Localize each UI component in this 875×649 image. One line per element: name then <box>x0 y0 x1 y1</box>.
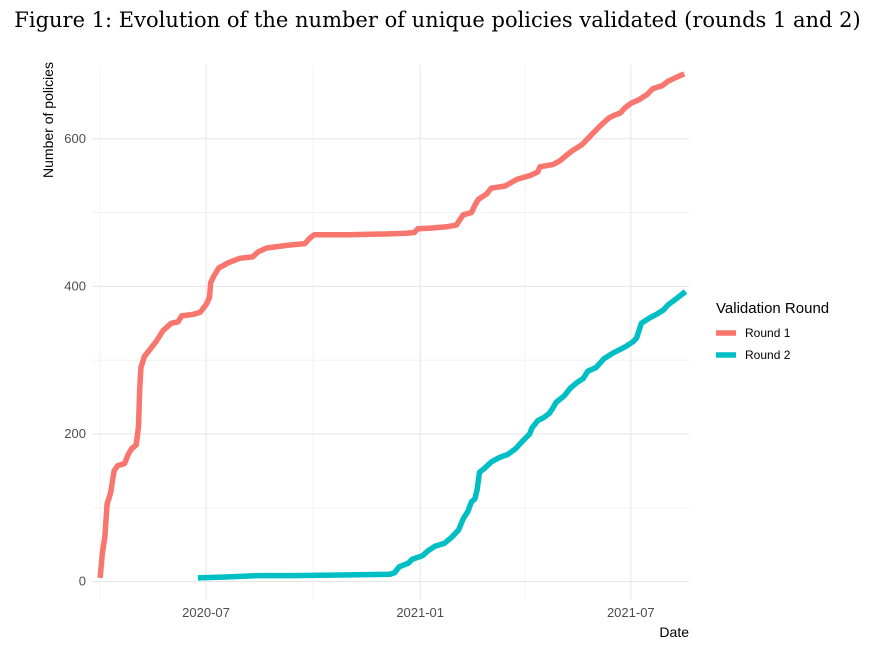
legend: Validation Round Round 1 Round 2 <box>716 300 829 362</box>
series-layer <box>97 71 688 581</box>
legend-label-round-2: Round 2 <box>745 348 791 362</box>
y-tick-label: 0 <box>79 574 86 589</box>
grid-minor <box>92 65 689 600</box>
legend-label-round-1: Round 1 <box>745 326 791 340</box>
y-tick-label: 400 <box>64 278 86 293</box>
x-axis-title: Date <box>659 624 689 640</box>
y-tick-labels: 0 200 400 600 <box>64 131 86 589</box>
y-axis-title: Number of policies <box>40 62 56 178</box>
series-line-round-2 <box>197 289 688 581</box>
x-tick-label: 2021-07 <box>607 605 655 620</box>
x-tick-label: 2021-01 <box>396 605 444 620</box>
figure-title: Figure 1: Evolution of the number of uni… <box>14 8 861 32</box>
x-tick-labels: 2020-07 2021-01 2021-07 <box>182 605 654 620</box>
series-line-round-1 <box>97 71 686 579</box>
y-tick-label: 600 <box>64 131 86 146</box>
x-tick-label: 2020-07 <box>182 605 230 620</box>
y-tick-label: 200 <box>64 426 86 441</box>
legend-title: Validation Round <box>716 300 829 317</box>
grid-major <box>92 65 689 600</box>
